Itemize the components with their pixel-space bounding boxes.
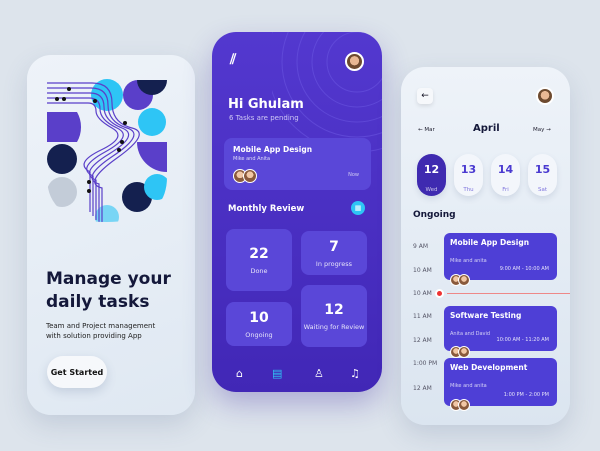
- avatar[interactable]: [536, 87, 554, 105]
- event-people: Mike and anita: [450, 258, 487, 264]
- day-number: 14: [497, 163, 514, 176]
- time-label: 12 AM: [413, 337, 432, 344]
- section-title: Monthly Review: [228, 204, 305, 214]
- abstract-illustration: [47, 79, 167, 222]
- event-card[interactable]: Mobile App Design Mike and anita 9:00 AM -…: [444, 233, 557, 286]
- task-people: Mike and Anita: [233, 156, 271, 162]
- avatar: [458, 274, 470, 286]
- title-line: daily tasks: [46, 292, 150, 312]
- day-name: Wed: [425, 187, 438, 193]
- day-chip[interactable]: 12 Wed: [417, 154, 446, 196]
- pending-count: 6 Tasks are pending: [229, 114, 299, 122]
- home-icon[interactable]: ⌂: [236, 367, 243, 380]
- stat-done[interactable]: 22 Done: [226, 229, 292, 291]
- next-month-button[interactable]: May →: [533, 127, 551, 133]
- stat-waiting-review[interactable]: 12 Waiting for Review: [301, 285, 367, 347]
- document-icon[interactable]: ▤: [272, 367, 283, 380]
- day-name: Fri: [502, 187, 509, 193]
- stat-in-progress[interactable]: 7 In progress: [301, 231, 367, 275]
- avatar: [243, 169, 257, 183]
- back-button[interactable]: ←: [417, 88, 433, 104]
- stat-value: 22: [249, 245, 269, 262]
- time-label: 11 AM: [413, 313, 432, 320]
- time-label: 10 AM: [413, 290, 432, 297]
- section-title: Ongoing: [413, 210, 456, 220]
- prev-month-button[interactable]: ← Mar: [418, 127, 435, 133]
- avatar: [458, 399, 470, 411]
- day-chip[interactable]: 13 Thu: [454, 154, 483, 196]
- day-number: 12: [423, 163, 440, 176]
- stat-value: 12: [324, 301, 344, 318]
- event-card[interactable]: Web Development Mike and anita 1:00 PM - 2…: [444, 358, 557, 411]
- day-number: 13: [460, 163, 477, 176]
- month-title: April: [473, 123, 500, 134]
- title-line: Manage your: [46, 269, 171, 289]
- stat-label: Ongoing: [245, 330, 273, 339]
- home-screen: ⫽ Hi Ghulam 6 Tasks are pending Mobile A…: [212, 32, 382, 392]
- calendar-icon[interactable]: ▦: [351, 201, 365, 215]
- event-title: Mobile App Design: [450, 238, 530, 247]
- assignee-avatars: [450, 396, 551, 415]
- stat-value: 7: [329, 238, 339, 255]
- time-label: 9 AM: [413, 243, 429, 250]
- event-time: 1:00 PM - 2:00 PM: [503, 392, 549, 398]
- onboarding-title: Manage your daily tasks: [46, 268, 171, 314]
- day-chip[interactable]: 14 Fri: [491, 154, 520, 196]
- event-time: 10:00 AM - 11:20 AM: [496, 337, 549, 343]
- current-time-line: [447, 293, 570, 294]
- day-name: Sat: [537, 187, 548, 193]
- stat-label: In progress: [315, 259, 353, 268]
- time-label: 1:00 PM: [413, 360, 438, 367]
- current-time-dot: [437, 291, 442, 296]
- schedule-screen: ← ← Mar April May → 12 Wed 13 Thu 14 Fri 15…: [401, 67, 570, 425]
- event-people: Mike and anita: [450, 383, 487, 389]
- next-month-label: May: [533, 127, 545, 133]
- bell-icon[interactable]: ♫: [350, 367, 360, 380]
- profile-icon[interactable]: ♙: [314, 367, 324, 380]
- task-time: Now: [348, 172, 359, 178]
- stat-label: Waiting for Review: [303, 322, 365, 331]
- day-chip[interactable]: 15 Sat: [528, 154, 557, 196]
- event-time: 9:00 AM - 10:00 AM: [499, 266, 549, 272]
- event-title: Web Development: [450, 363, 528, 372]
- event-card[interactable]: Software Testing Anita and David 10:00 AM …: [444, 306, 557, 358]
- day-name: Thu: [463, 187, 474, 193]
- onboarding-screen: Manage your daily tasks Team and Project …: [27, 55, 195, 415]
- avatar[interactable]: [345, 52, 364, 71]
- time-label: 12 AM: [413, 385, 432, 392]
- assignee-avatars: [450, 271, 551, 290]
- stat-ongoing[interactable]: 10 Ongoing: [226, 302, 292, 346]
- event-people: Anita and David: [450, 331, 491, 337]
- time-label: 10 AM: [413, 267, 432, 274]
- greeting: Hi Ghulam: [228, 97, 304, 112]
- onboarding-subtitle: Team and Project management with solutio…: [46, 322, 156, 340]
- current-task-card[interactable]: Mobile App Design Mike and Anita Now: [224, 138, 371, 190]
- avatar: [458, 346, 470, 358]
- task-title: Mobile App Design: [233, 145, 313, 154]
- get-started-button[interactable]: Get Started: [47, 356, 107, 388]
- stat-label: Done: [250, 266, 268, 275]
- event-title: Software Testing: [450, 311, 522, 320]
- assignee-avatars: [233, 168, 257, 187]
- assignee-avatars: [450, 343, 551, 362]
- logo-icon: ⫽: [230, 52, 238, 68]
- day-number: 15: [534, 163, 551, 176]
- prev-month-label: Mar: [424, 127, 435, 133]
- stat-value: 10: [249, 309, 269, 326]
